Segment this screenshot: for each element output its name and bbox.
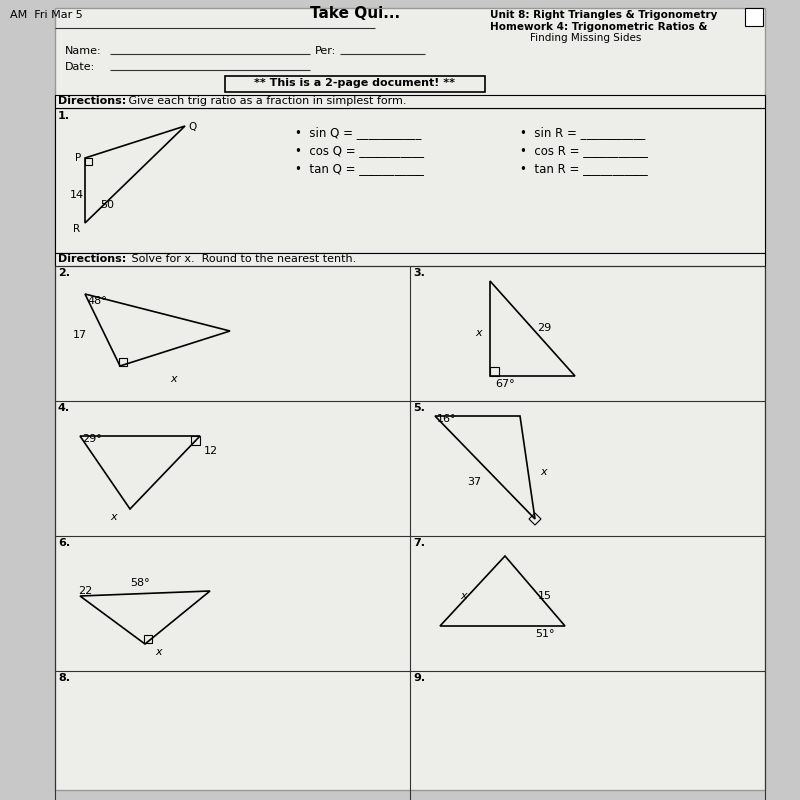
Bar [55,253,765,266]
Bar [745,8,763,26]
Text: •  sin Q = ___________: • sin Q = ___________ [295,126,422,139]
Text: Take Qui...: Take Qui... [310,6,400,21]
Text: x: x [540,467,546,477]
Bar [490,367,499,376]
Text: Q: Q [188,122,196,132]
Text: 1.: 1. [58,111,70,121]
Text: •  sin R = ___________: • sin R = ___________ [520,126,646,139]
Text: 2.: 2. [58,268,70,278]
Text: Unit 8: Right Triangles & Trigonometry: Unit 8: Right Triangles & Trigonometry [490,10,718,20]
Bar [55,108,765,253]
Text: Directions:: Directions: [58,96,126,106]
Text: •  cos Q = ___________: • cos Q = ___________ [295,144,424,157]
Text: 50: 50 [100,200,114,210]
Text: Per:: Per: [315,46,336,56]
Text: Solve for x.  Round to the nearest tenth.: Solve for x. Round to the nearest tenth. [128,254,356,264]
Text: P: P [75,153,82,163]
Bar [144,635,152,643]
Text: Name:: Name: [65,46,102,56]
Bar [119,358,127,366]
Text: 37: 37 [467,477,481,487]
Text: •  tan Q = ___________: • tan Q = ___________ [295,162,424,175]
Text: Directions:: Directions: [58,254,126,264]
Text: 7.: 7. [413,538,425,548]
Bar [191,436,200,445]
Bar [225,76,485,92]
Text: R: R [73,224,80,234]
Text: 67°: 67° [495,379,514,389]
Text: •  cos R = ___________: • cos R = ___________ [520,144,648,157]
Text: 14: 14 [70,190,84,200]
Text: 29: 29 [537,323,551,333]
Text: Homework 4: Trigonometric Ratios &: Homework 4: Trigonometric Ratios & [490,22,707,32]
Text: Give each trig ratio as a fraction in simplest form.: Give each trig ratio as a fraction in si… [125,96,406,106]
Text: x: x [475,328,482,338]
Text: 6.: 6. [58,538,70,548]
Bar [55,95,765,108]
Text: Date:: Date: [65,62,95,72]
Text: x: x [170,374,177,384]
Text: 15: 15 [538,591,552,601]
Text: 22: 22 [78,586,92,596]
Text: 3.: 3. [413,268,425,278]
Text: ** This is a 2-page document! **: ** This is a 2-page document! ** [254,78,455,88]
Text: 9.: 9. [413,673,425,683]
Bar [85,158,92,165]
Text: AM  Fri Mar 5: AM Fri Mar 5 [10,10,82,20]
Text: x: x [110,512,117,522]
Text: •  tan R = ___________: • tan R = ___________ [520,162,648,175]
Text: Finding Missing Sides: Finding Missing Sides [530,33,642,43]
Text: x: x [155,647,162,657]
Text: x: x [460,591,466,601]
Text: 58°: 58° [130,578,150,588]
Text: 4.: 4. [58,403,70,413]
Text: 16°: 16° [437,414,457,424]
Text: 48°: 48° [87,296,106,306]
Text: 51°: 51° [535,629,554,639]
Text: 17: 17 [73,330,87,340]
Bar [55,8,765,790]
Text: 8.: 8. [58,673,70,683]
Text: 5.: 5. [413,403,425,413]
Text: 12: 12 [204,446,218,456]
Text: 29°: 29° [82,434,102,444]
